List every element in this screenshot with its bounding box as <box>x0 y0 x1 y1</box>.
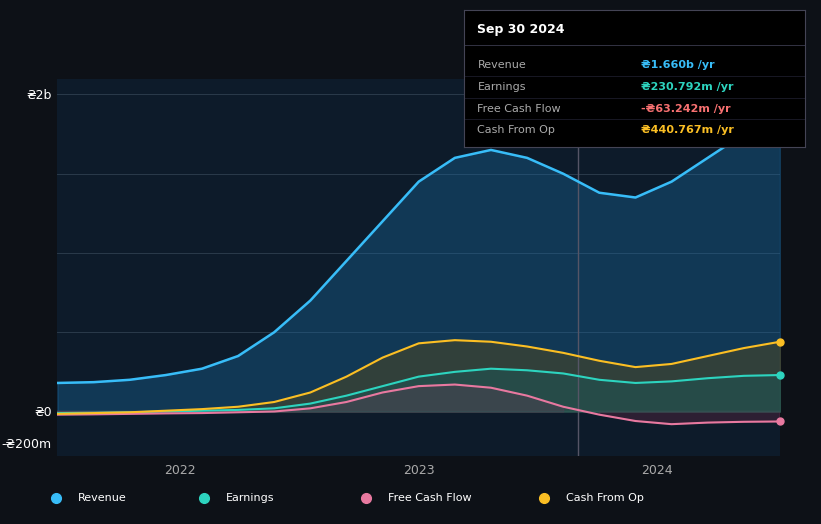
Text: Free Cash Flow: Free Cash Flow <box>388 493 472 503</box>
Text: -₴63.242m /yr: -₴63.242m /yr <box>641 104 731 114</box>
Text: Sep 30 2024: Sep 30 2024 <box>478 23 565 36</box>
Text: Cash From Op: Cash From Op <box>478 125 555 135</box>
Text: Free Cash Flow: Free Cash Flow <box>478 104 561 114</box>
Text: Revenue: Revenue <box>478 60 526 70</box>
Text: ₴440.767m /yr: ₴440.767m /yr <box>641 125 734 135</box>
Text: ₴230.792m /yr: ₴230.792m /yr <box>641 82 733 92</box>
Text: ₴1.660b /yr: ₴1.660b /yr <box>641 60 714 70</box>
Text: Cash From Op: Cash From Op <box>566 493 644 503</box>
Text: Past: Past <box>589 75 612 85</box>
Text: Revenue: Revenue <box>78 493 126 503</box>
Text: Earnings: Earnings <box>226 493 274 503</box>
Text: Earnings: Earnings <box>478 82 526 92</box>
